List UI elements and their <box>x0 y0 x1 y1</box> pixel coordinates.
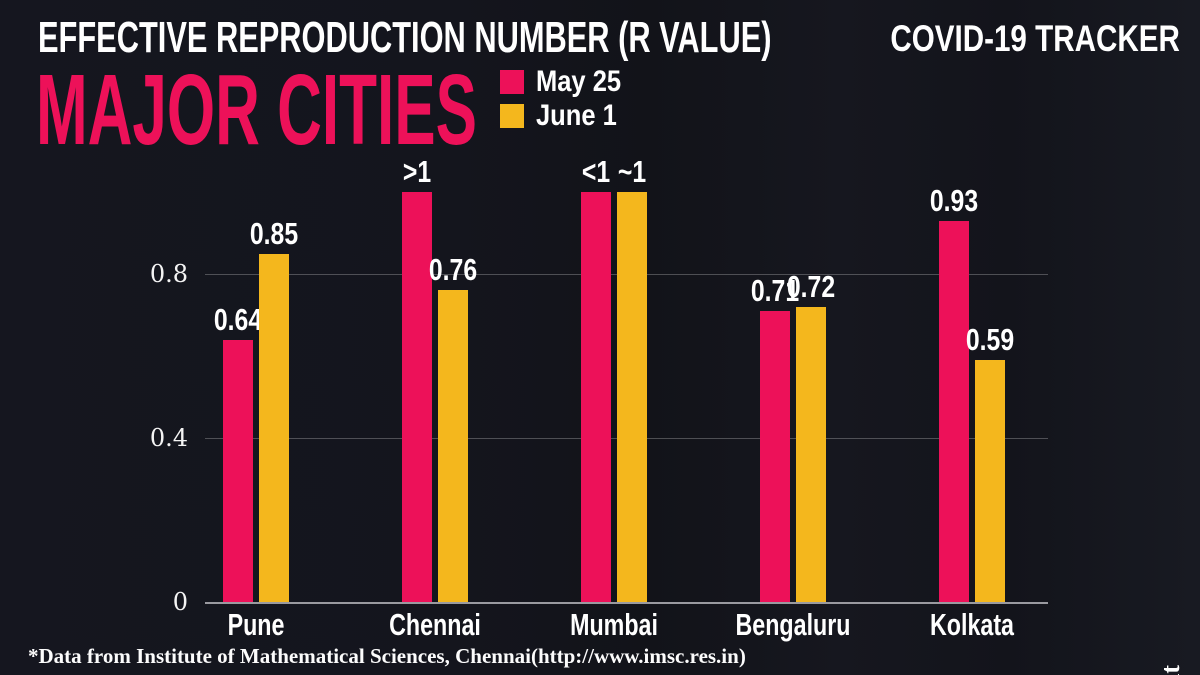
y-axis-tick-0: 0 <box>172 588 188 616</box>
tracker-label: COVID-19 TRACKER <box>890 18 1180 59</box>
bar-mumbai-june1 <box>617 192 647 602</box>
x-axis-label-bengaluru: Bengaluru <box>716 609 869 640</box>
value-text: 0.72 <box>786 268 836 304</box>
theprint-logo: ThePrint <box>1156 665 1185 675</box>
value-text: 0.76 <box>428 252 478 288</box>
legend-label: May 25 <box>536 65 622 98</box>
city-text: Kolkata <box>930 607 1014 642</box>
value-text: 0.71 <box>750 272 800 308</box>
legend-swatch-icon <box>500 104 524 128</box>
y-axis-tick-0.4: 0.4 <box>149 424 188 452</box>
value-label-kolkata-june1: 0.59 <box>960 324 1020 355</box>
legend-item-may-25: May 25 <box>500 65 636 98</box>
y-axis-tick-0.8: 0.8 <box>149 260 188 288</box>
city-text: Bengaluru <box>735 607 851 642</box>
city-text: Chennai <box>389 607 481 642</box>
page-title: MAJOR CITIES <box>36 54 477 166</box>
value-text: >1 <box>402 154 432 189</box>
value-label-bengaluru-may25: 0.71 <box>745 275 805 306</box>
theprint-logo-print: Print <box>1156 665 1185 675</box>
bar-chennai-june1 <box>438 290 468 602</box>
bar-chennai-may25 <box>402 192 432 602</box>
bar-kolkata-may25 <box>939 220 969 602</box>
bar-mumbai-may25 <box>581 192 611 602</box>
legend: May 25 June 1 <box>500 65 636 137</box>
bar-pune-may25 <box>223 339 253 602</box>
value-label-mumbai-june1: ~1 <box>614 156 649 187</box>
city-text: Mumbai <box>570 607 658 642</box>
legend-label: June 1 <box>536 99 617 132</box>
value-label-pune-may25: 0.64 <box>208 304 268 335</box>
value-text: ~1 <box>617 154 647 189</box>
bar-bengaluru-june1 <box>796 306 826 602</box>
value-text: 0.64 <box>213 301 263 337</box>
value-label-mumbai-may25: <1 <box>578 156 613 187</box>
x-axis-label-chennai: Chennai <box>374 609 496 640</box>
x-axis-line <box>205 602 1048 604</box>
city-text: Pune <box>227 607 285 642</box>
value-label-pune-june1: 0.85 <box>244 218 304 249</box>
legend-swatch-icon <box>500 70 524 94</box>
value-label-kolkata-may25: 0.93 <box>924 185 984 216</box>
value-text: 0.59 <box>965 322 1015 358</box>
value-label-chennai-june1: 0.76 <box>423 254 483 285</box>
x-axis-label-mumbai: Mumbai <box>555 609 672 640</box>
legend-item-june-1: June 1 <box>500 99 636 132</box>
bar-bengaluru-may25 <box>760 310 790 602</box>
value-text: 0.85 <box>249 215 299 251</box>
value-label-chennai-may25: >1 <box>399 156 434 187</box>
x-axis-label-pune: Pune <box>218 609 294 640</box>
value-text: <1 <box>581 154 611 189</box>
value-text: 0.93 <box>929 182 979 218</box>
bar-kolkata-june1 <box>975 360 1005 602</box>
bar-pune-june1 <box>259 253 289 602</box>
source-note: *Data from Institute of Mathematical Sci… <box>28 644 746 668</box>
kicker-title: EFFECTIVE REPRODUCTION NUMBER (R VALUE) <box>38 13 772 62</box>
x-axis-label-kolkata: Kolkata <box>916 609 1028 640</box>
value-label-bengaluru-june1: 0.72 <box>781 271 841 302</box>
